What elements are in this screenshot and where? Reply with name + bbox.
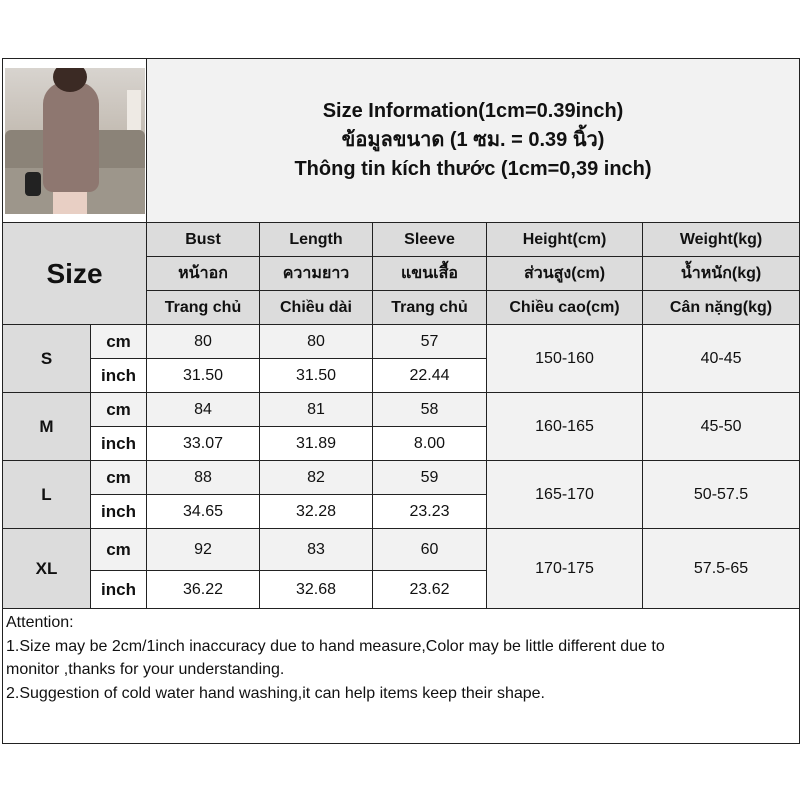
measurement-cell: 22.44 bbox=[372, 358, 487, 393]
table-row: inch 34.65 32.28 23.23 bbox=[3, 494, 800, 529]
column-header: น้ำหนัก(kg) bbox=[641, 256, 800, 291]
title-english: Size Information(1cm=0.39inch) bbox=[322, 100, 624, 122]
measurement-cell: 23.62 bbox=[372, 570, 487, 609]
unit-label: inch bbox=[90, 358, 147, 393]
table-row: inch 33.07 31.89 8.00 bbox=[3, 426, 800, 461]
table-row: inch 36.22 32.68 23.62 bbox=[3, 570, 800, 609]
measurement-cell: 92 bbox=[146, 528, 260, 571]
attention-notes: Attention: 1.Size may be 2cm/1inch inacc… bbox=[2, 608, 800, 744]
unit-label: cm bbox=[90, 460, 147, 495]
size-label: S bbox=[2, 324, 91, 393]
height-cell: 170-175 bbox=[486, 528, 643, 609]
table-row: inch 31.50 31.50 22.44 bbox=[3, 358, 800, 393]
weight-cell: 40-45 bbox=[641, 324, 800, 393]
measurement-cell: 33.07 bbox=[146, 426, 260, 461]
column-header: แขนเสื้อ bbox=[372, 256, 487, 291]
measurement-cell: 36.22 bbox=[146, 570, 260, 609]
unit-label: cm bbox=[90, 324, 147, 359]
column-header: Height(cm) bbox=[486, 222, 643, 257]
measurement-cell: 31.50 bbox=[146, 358, 260, 393]
size-chart-table: Size Information(1cm=0.39inch) ข้อมูลขนา… bbox=[2, 58, 800, 609]
measurement-cell: 88 bbox=[146, 460, 260, 495]
weight-cell: 45-50 bbox=[641, 392, 800, 461]
title-vietnamese: Thông tin kích thước (1cm=0,39 inch) bbox=[294, 158, 652, 180]
weight-cell: 50-57.5 bbox=[641, 460, 800, 529]
unit-label: inch bbox=[90, 570, 147, 609]
measurement-cell: 84 bbox=[146, 392, 260, 427]
height-cell: 165-170 bbox=[486, 460, 643, 529]
column-header: Chiều cao(cm) bbox=[486, 290, 643, 325]
measurement-cell: 60 bbox=[372, 528, 487, 571]
unit-label: inch bbox=[90, 426, 147, 461]
column-header: Bust bbox=[146, 222, 260, 257]
measurement-cell: 83 bbox=[259, 528, 373, 571]
column-header: ความยาว bbox=[259, 256, 373, 291]
column-header: Sleeve bbox=[372, 222, 487, 257]
column-header: หน้าอก bbox=[146, 256, 260, 291]
attention-line: 1.Size may be 2cm/1inch inaccuracy due t… bbox=[6, 637, 665, 655]
title-thai: ข้อมูลขนาด (1 ซม. = 0.39 นิ้ว) bbox=[341, 129, 605, 151]
measurement-cell: 23.23 bbox=[372, 494, 487, 529]
attention-heading: Attention: bbox=[6, 614, 74, 631]
size-label: M bbox=[2, 392, 91, 461]
column-header: Chiều dài bbox=[259, 290, 373, 325]
column-header: Length bbox=[259, 222, 373, 257]
unit-label: cm bbox=[90, 528, 147, 571]
attention-line: monitor ,thanks for your understanding. bbox=[6, 661, 285, 678]
measurement-cell: 57 bbox=[372, 324, 487, 359]
measurement-cell: 34.65 bbox=[146, 494, 260, 529]
column-header: Weight(kg) bbox=[641, 222, 800, 257]
weight-cell: 57.5-65 bbox=[641, 528, 800, 609]
height-cell: 150-160 bbox=[486, 324, 643, 393]
size-info-title: Size Information(1cm=0.39inch) ข้อมูลขนา… bbox=[145, 58, 800, 223]
height-cell: 160-165 bbox=[486, 392, 643, 461]
size-header: Size bbox=[2, 222, 147, 325]
measurement-cell: 80 bbox=[259, 324, 373, 359]
column-header: Trang chủ bbox=[372, 290, 487, 325]
measurement-cell: 59 bbox=[372, 460, 487, 495]
size-label: XL bbox=[2, 528, 91, 609]
measurement-cell: 58 bbox=[372, 392, 487, 427]
unit-label: inch bbox=[90, 494, 147, 529]
attention-line: 2.Suggestion of cold water hand washing,… bbox=[6, 684, 545, 702]
measurement-cell: 32.68 bbox=[259, 570, 373, 609]
measurement-cell: 81 bbox=[259, 392, 373, 427]
measurement-cell: 80 bbox=[146, 324, 260, 359]
measurement-cell: 32.28 bbox=[259, 494, 373, 529]
measurement-cell: 31.50 bbox=[259, 358, 373, 393]
column-header: ส่วนสูง(cm) bbox=[486, 256, 643, 291]
column-header: Trang chủ bbox=[146, 290, 260, 325]
table-row: XL cm 92 83 60 170-175 57.5-65 bbox=[2, 528, 800, 609]
product-photo bbox=[2, 58, 147, 223]
measurement-cell: 31.89 bbox=[259, 426, 373, 461]
unit-label: cm bbox=[90, 392, 147, 427]
column-header: Cân nặng(kg) bbox=[641, 290, 800, 325]
measurement-cell: 82 bbox=[259, 460, 373, 495]
size-label: L bbox=[2, 460, 91, 529]
measurement-cell: 8.00 bbox=[372, 426, 487, 461]
